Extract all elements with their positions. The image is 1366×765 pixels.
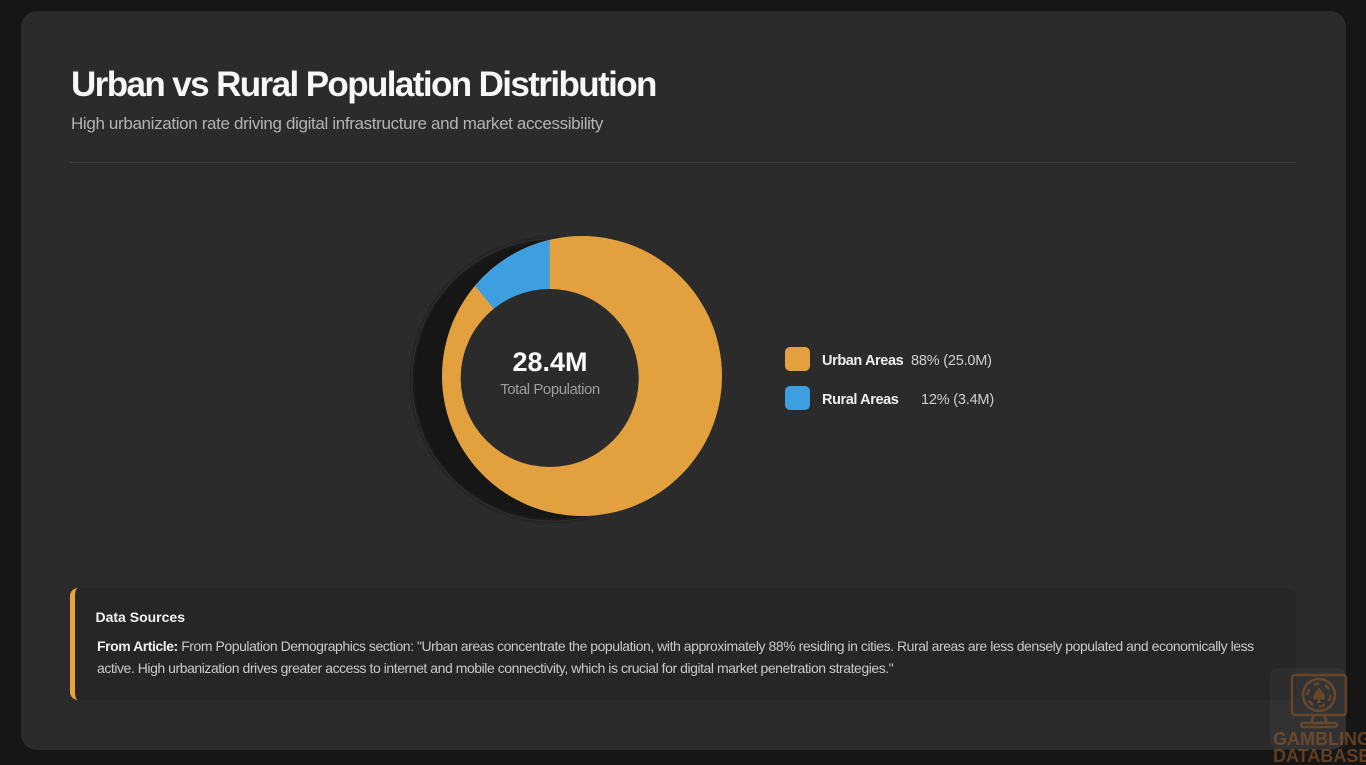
svg-text:GAMBLING: GAMBLING	[1273, 729, 1366, 749]
svg-text:DATABASES: DATABASES	[1273, 746, 1366, 765]
